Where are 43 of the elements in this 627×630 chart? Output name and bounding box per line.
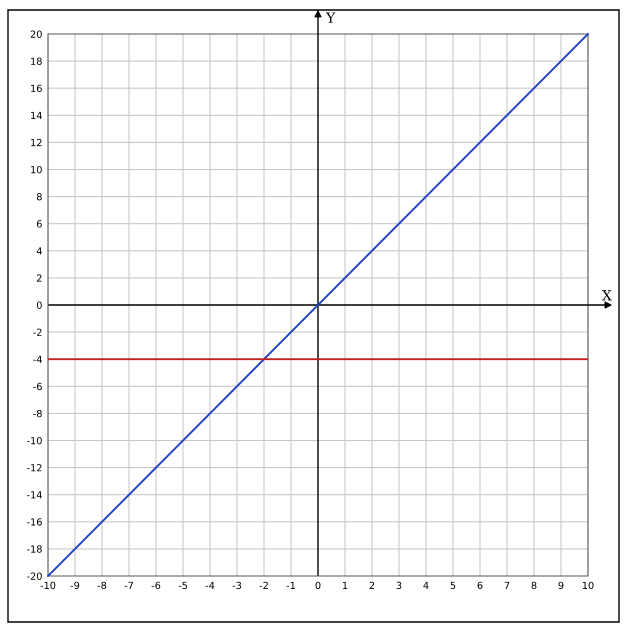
x-tick-label: -4 — [206, 582, 214, 589]
y-tick-label: -20 — [27, 572, 42, 580]
x-tick-label: -1 — [286, 582, 295, 589]
x-tick-label: 10 — [582, 582, 594, 590]
x-tick-label: 5 — [450, 582, 456, 590]
x-tick-label: 1 — [342, 582, 348, 589]
y-tick-label: -10 — [27, 436, 42, 444]
y-tick-label: 0 — [36, 301, 42, 309]
y-tick-label: 6 — [36, 220, 42, 228]
x-tick-label: 0 — [316, 582, 320, 590]
x-tick-label: -5 — [178, 582, 187, 590]
y-tick-label: 2 — [36, 274, 42, 282]
y-tick-label: -8 — [33, 410, 42, 418]
y-tick-label: 8 — [36, 193, 42, 200]
x-tick-label: -8 — [98, 582, 106, 590]
x-tick-label: 3 — [396, 582, 402, 590]
x-tick-label: 9 — [558, 582, 564, 590]
y-tick-label: -16 — [27, 518, 42, 526]
y-tick-label: 4 — [36, 247, 42, 254]
y-tick-label: 10 — [31, 166, 42, 174]
y-tick-label: -18 — [27, 545, 42, 553]
x-tick-label: -9 — [70, 582, 80, 590]
y-tick-label: 16 — [31, 84, 42, 92]
y-tick-label: 18 — [31, 58, 42, 65]
y-tick-label: -14 — [27, 491, 42, 498]
y-tick-label: -4 — [33, 356, 42, 363]
x-tick-label: -3 — [232, 582, 242, 590]
y-tick-label: 20 — [30, 30, 42, 38]
x-tick-label: -7 — [124, 582, 134, 589]
x-tick-label: 7 — [504, 582, 510, 589]
x-tick-label: 2 — [370, 582, 374, 589]
x-tick-label: 4 — [423, 582, 429, 589]
y-tick-label: -12 — [27, 464, 42, 472]
y-tick-label: -2 — [33, 328, 42, 336]
x-tick-label: -6 — [152, 582, 160, 590]
y-tick-label: -6 — [33, 382, 42, 390]
x-axis-title: X — [602, 290, 612, 300]
y-axis-title: Y — [326, 12, 336, 23]
x-tick-label: 8 — [532, 582, 536, 590]
y-tick-label: 14 — [31, 112, 42, 119]
x-tick-label: -2 — [260, 582, 268, 589]
y-tick-label: 12 — [31, 138, 42, 146]
x-tick-label: 6 — [478, 582, 482, 590]
